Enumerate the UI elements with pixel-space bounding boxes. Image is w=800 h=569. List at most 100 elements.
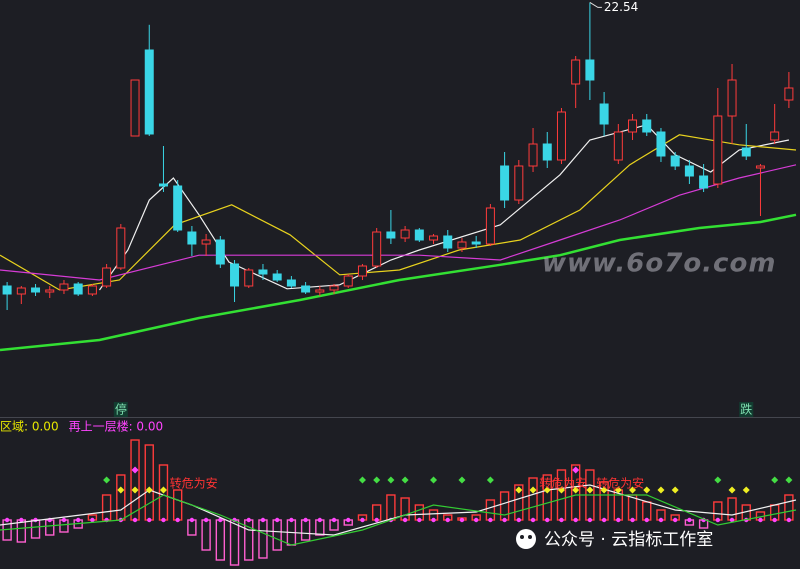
baseline-dot	[729, 517, 735, 523]
baseline-dot	[317, 517, 323, 523]
candle-body	[272, 273, 282, 281]
candle-body	[59, 283, 69, 291]
annotation: 转危为安	[170, 476, 218, 491]
candle-body	[727, 79, 737, 117]
high-leader	[589, 1, 602, 8]
candle-body	[429, 235, 439, 241]
candle-body	[343, 275, 353, 287]
candle-body	[301, 285, 311, 293]
candle-body	[556, 111, 566, 161]
candle-body	[73, 283, 83, 295]
baseline-dot	[4, 517, 10, 523]
candle-body	[130, 79, 140, 137]
baseline-dot	[715, 517, 721, 523]
candle-body	[173, 185, 183, 231]
candle-body	[329, 285, 339, 291]
indicator-header: 再上一层楼: 0.00	[69, 419, 164, 434]
footer-icon	[516, 529, 536, 549]
candle-body	[187, 231, 197, 245]
baseline-dot	[61, 517, 67, 523]
signal-diamond	[643, 486, 651, 494]
baseline-dot	[417, 517, 422, 523]
baseline-dot	[346, 517, 351, 523]
baseline-dot	[175, 517, 180, 523]
indicator-header: 区域: 0.00	[0, 420, 59, 434]
moving-average	[0, 164, 797, 281]
signal-diamond	[131, 466, 139, 474]
candle-body	[500, 165, 510, 201]
signal-diamond	[657, 486, 665, 494]
signal-diamond	[486, 476, 494, 484]
baseline-dot	[488, 517, 493, 523]
signal-diamond	[771, 476, 779, 484]
signal-diamond	[728, 486, 736, 494]
marker-box	[739, 402, 754, 417]
high-label: 22.54	[604, 0, 638, 14]
signal-diamond	[742, 486, 750, 494]
baseline-dot	[545, 517, 550, 523]
signal-diamond	[543, 486, 551, 494]
baseline-dot	[459, 517, 465, 523]
candle-body	[201, 239, 211, 245]
baseline-dot	[473, 517, 479, 523]
candle-body	[741, 147, 751, 157]
signal-diamond	[600, 486, 608, 494]
signal-diamond	[103, 476, 111, 484]
signal-diamond	[529, 486, 537, 494]
baseline-dot	[303, 517, 308, 523]
baseline-dot	[644, 517, 649, 523]
candle-body	[471, 241, 481, 245]
candle-body	[585, 59, 595, 81]
signal-diamond	[671, 486, 679, 494]
baseline-dot	[360, 517, 365, 523]
baseline-dot	[573, 517, 578, 523]
candle-body	[244, 269, 254, 287]
candle-body	[571, 59, 581, 85]
moving-average	[0, 213, 797, 352]
baseline-dot	[147, 517, 152, 523]
candle-body	[528, 143, 538, 167]
candle-body	[713, 115, 723, 185]
candle-body	[670, 155, 680, 167]
candle-body	[102, 267, 112, 287]
candle-body	[31, 287, 41, 293]
footer-icon-dot	[520, 535, 524, 539]
candle-body	[87, 285, 97, 295]
baseline-dot	[431, 517, 436, 523]
candle-body	[599, 103, 609, 125]
signal-diamond	[401, 476, 409, 484]
baseline-dot	[189, 517, 195, 523]
baseline-dot	[772, 517, 777, 523]
signal-diamond	[373, 476, 381, 484]
footer-text: 公众号 · 云指标工作室	[544, 530, 713, 550]
signal-diamond	[131, 486, 139, 494]
candle-body	[656, 131, 666, 157]
candle-body	[215, 239, 225, 265]
signal-diamond	[614, 486, 622, 494]
baseline-dot	[374, 517, 379, 523]
marker-label: 停	[115, 402, 127, 417]
candle-body	[784, 87, 794, 101]
candle-body	[144, 49, 154, 135]
annotation: 转危为安	[596, 476, 644, 491]
baseline-dot	[658, 517, 664, 523]
candle-body	[755, 165, 765, 169]
baseline-dot	[672, 517, 678, 523]
candle-body	[613, 131, 623, 161]
signal-diamond	[629, 486, 637, 494]
candle-body	[628, 119, 638, 133]
baseline-dot	[203, 517, 209, 523]
baseline-dot	[601, 517, 607, 523]
baseline-dot	[289, 517, 294, 523]
candle-body	[485, 207, 495, 245]
signal-diamond	[387, 476, 395, 484]
signal-diamond	[430, 476, 438, 484]
marker-box	[113, 402, 128, 417]
candle-body	[116, 227, 126, 269]
baseline-dot	[90, 517, 95, 523]
baseline-dot	[516, 517, 522, 523]
signal-diamond	[458, 476, 466, 484]
baseline-dot	[402, 517, 408, 523]
signal-diamond	[586, 486, 594, 494]
